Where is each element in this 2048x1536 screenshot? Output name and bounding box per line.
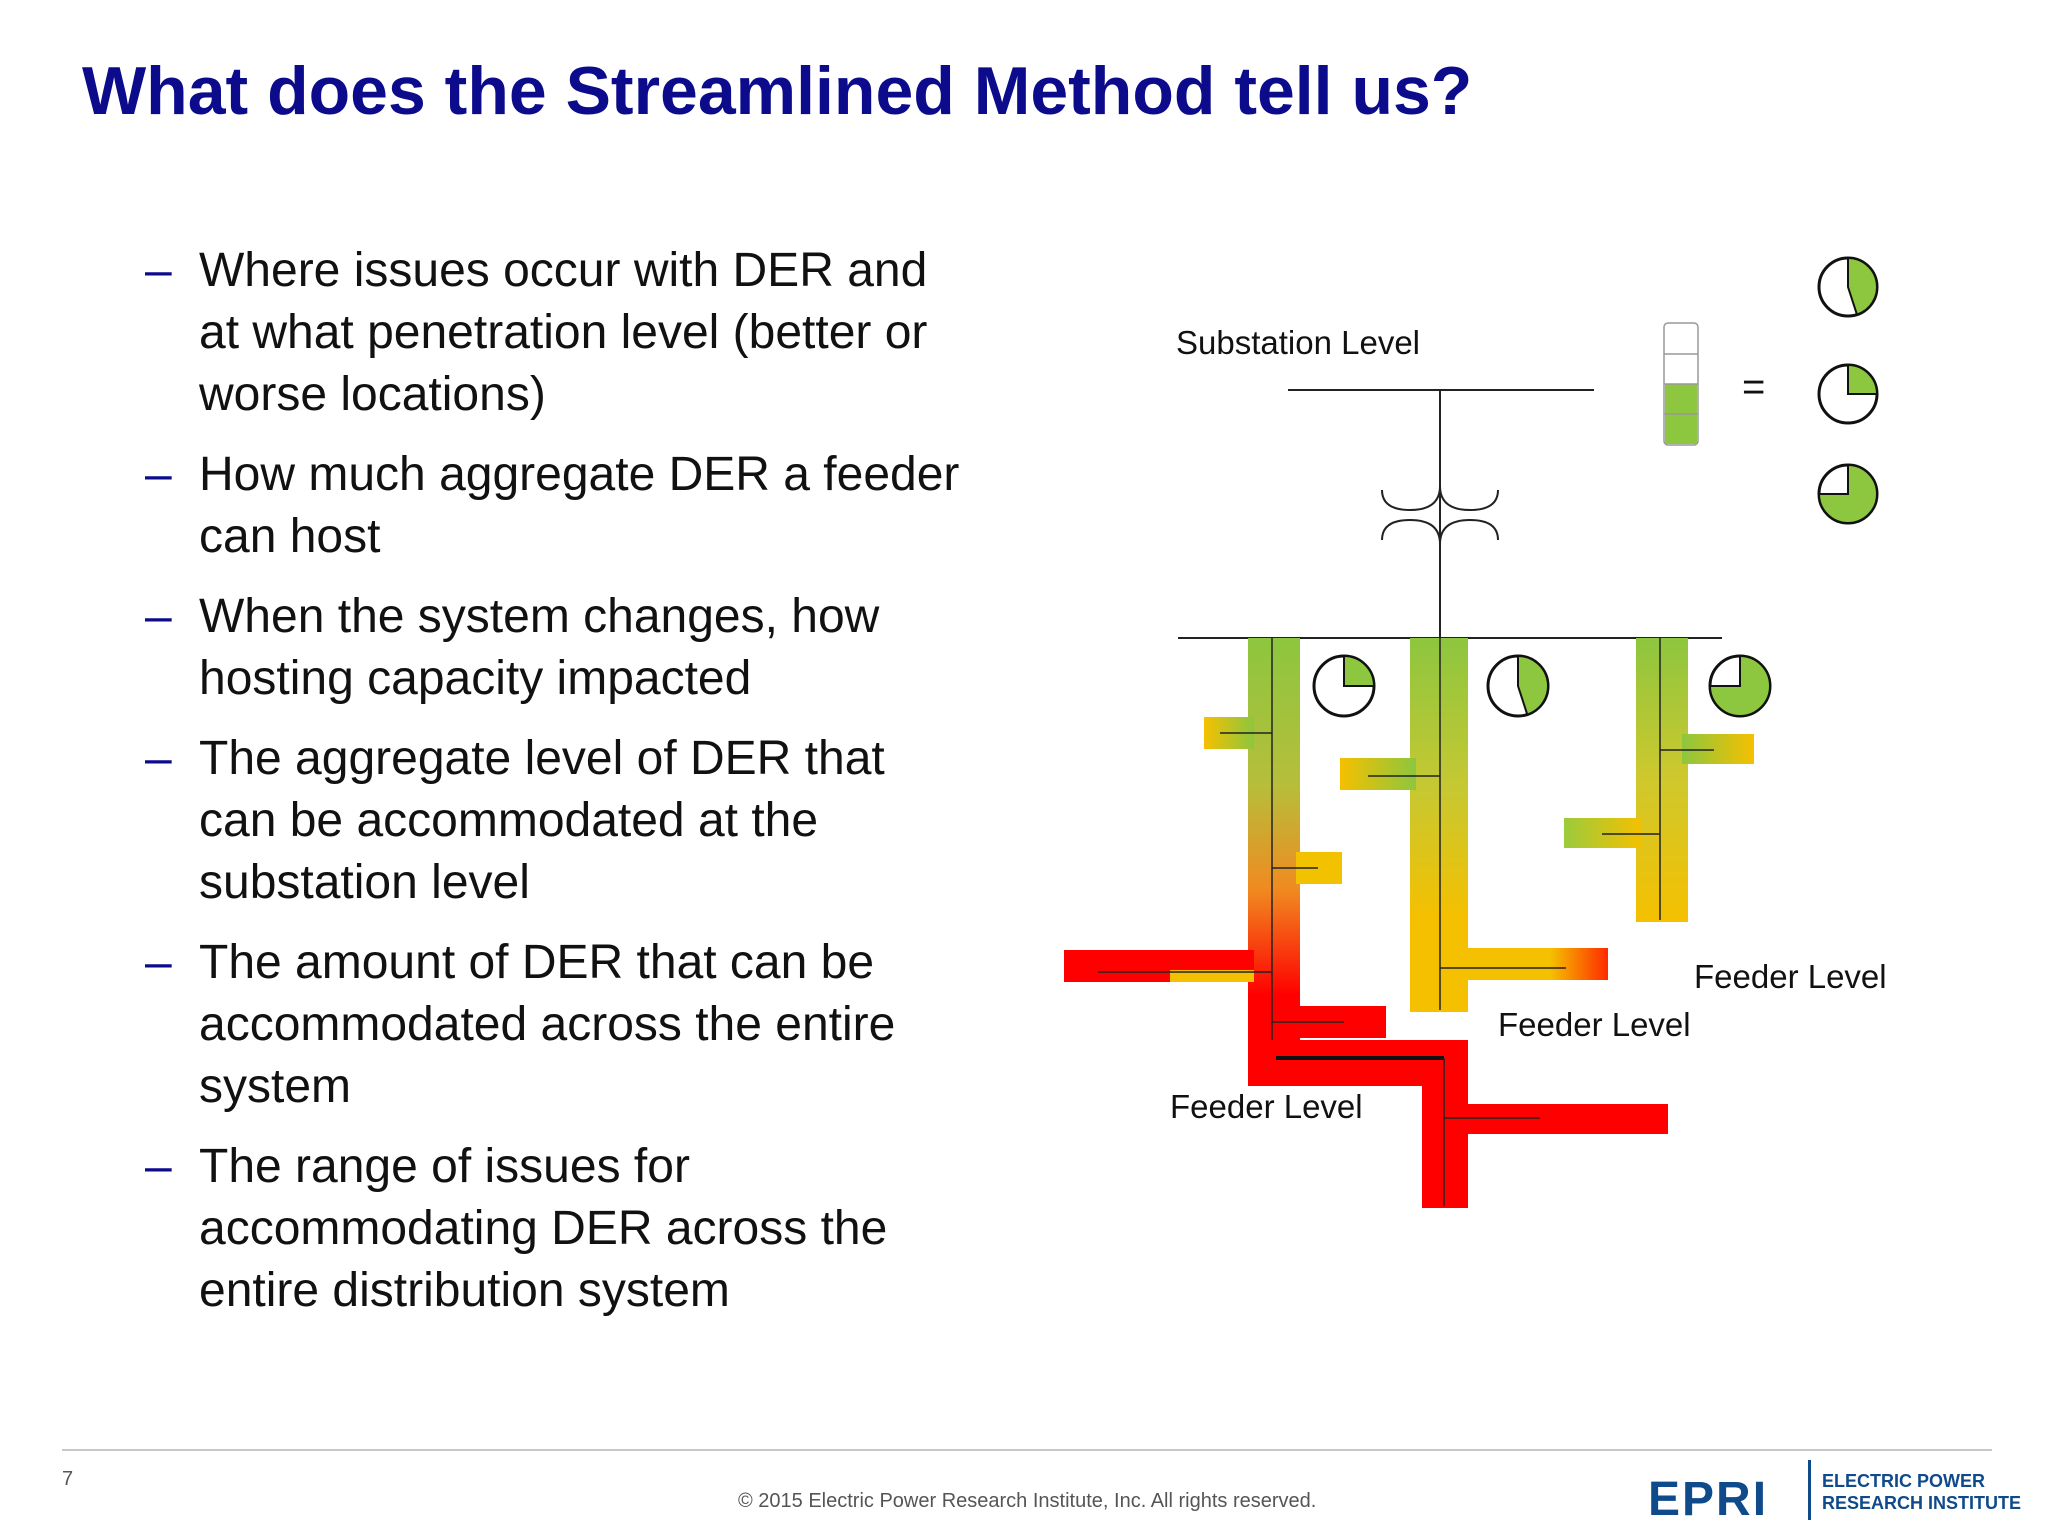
feeder-pie-icon [1708, 654, 1772, 718]
feeder-level-label-right: Feeder Level [1694, 958, 1887, 995]
feeder-pie-icon-slice [1517, 654, 1549, 716]
bullet-item: – The range of issues for accommodating D… [145, 1136, 965, 1322]
bullet-text: When the system changes, how hosting cap… [199, 590, 880, 705]
legend-bar [1663, 322, 1699, 446]
epri-logo-line1: ELECTRIC POWER [1822, 1471, 1986, 1491]
bullet-dash: – [145, 590, 172, 643]
legend-pie-icon-slice [1817, 463, 1878, 524]
feeder-3-lateral-right [1682, 734, 1754, 764]
bullet-item: – The amount of DER that can be accommoda… [145, 932, 965, 1118]
epri-logo: EPRI ELECTRIC POWER RESEARCH INSTITUTE [1648, 1458, 2021, 1526]
bullet-dash: – [145, 936, 172, 989]
epri-logo-separator [1808, 1460, 1811, 1520]
feeder-3-trunk [1636, 638, 1688, 922]
bullet-list: – Where issues occur with DER and at what… [145, 240, 965, 1340]
bullet-item: – Where issues occur with DER and at what… [145, 240, 965, 426]
bullet-dash: – [145, 448, 172, 501]
transformer-icon-lower [1381, 518, 1499, 545]
feeder-2 [1340, 638, 1608, 1012]
legend-pie-icon [1817, 363, 1879, 425]
feeder-pie-icon [1486, 654, 1550, 718]
legend-pie-icon [1817, 463, 1879, 525]
feeder-level-label-left: Feeder Level [1170, 1088, 1363, 1125]
feeder-3 [1564, 638, 1754, 922]
bullet-text: The amount of DER that can be accommodat… [199, 936, 896, 1113]
feeder-level-label-middle: Feeder Level [1498, 1006, 1691, 1043]
epri-logo-mark: EPRI [1648, 1473, 1769, 1526]
substation [1178, 389, 1722, 640]
bullet-dash: – [145, 1140, 172, 1193]
legend-pie-icon [1817, 256, 1879, 318]
bullet-text: The range of issues for accommodating DE… [199, 1140, 888, 1317]
footer-divider [62, 1449, 1992, 1451]
bullet-item: – The aggregate level of DER that can be … [145, 728, 965, 914]
legend-pie-icon-slice [1847, 256, 1878, 316]
bullet-text: How much aggregate DER a feeder can host [199, 448, 960, 563]
feeder-1-extension-lateral [1440, 1104, 1668, 1134]
legend-pie-icon-slice [1847, 363, 1879, 395]
epri-logo-text: ELECTRIC POWER RESEARCH INSTITUTE [1822, 1470, 2021, 1514]
equals-sign: = [1742, 365, 1765, 409]
bullet-text: Where issues occur with DER and at what … [199, 244, 928, 421]
feeder-2-trunk [1410, 638, 1468, 1012]
feeder-pie-icon-slice [1343, 654, 1376, 687]
feeder-2-lateral-right [1464, 948, 1608, 980]
feeder-2-lateral-left [1340, 758, 1416, 790]
bullet-dash: – [145, 732, 172, 785]
bullet-item: – When the system changes, how hosting ca… [145, 586, 965, 710]
epri-logo-line2: RESEARCH INSTITUTE [1822, 1493, 2022, 1513]
pie-icons [1312, 256, 1879, 718]
slide-title: What does the Streamlined Method tell us… [82, 53, 1473, 129]
feeder-1-trunk [1248, 638, 1300, 1058]
feeder-1-lateral-left-accent [1170, 970, 1254, 982]
bullet-dash: – [145, 244, 172, 297]
bullet-text: The aggregate level of DER that can be a… [199, 732, 885, 909]
page-number: 7 [62, 1468, 74, 1490]
feeder-1 [1064, 638, 1668, 1208]
feeder-pie-icon-slice [1708, 654, 1771, 717]
substation-level-label: Substation Level [1176, 324, 1421, 361]
feeder-pie-icon [1312, 654, 1376, 718]
copyright-text: © 2015 Electric Power Research Institute… [738, 1490, 1317, 1512]
bullet-item: – How much aggregate DER a feeder can hos… [145, 444, 965, 568]
transformer-icon [1381, 485, 1499, 512]
feeder-3-lateral-left [1564, 818, 1642, 848]
